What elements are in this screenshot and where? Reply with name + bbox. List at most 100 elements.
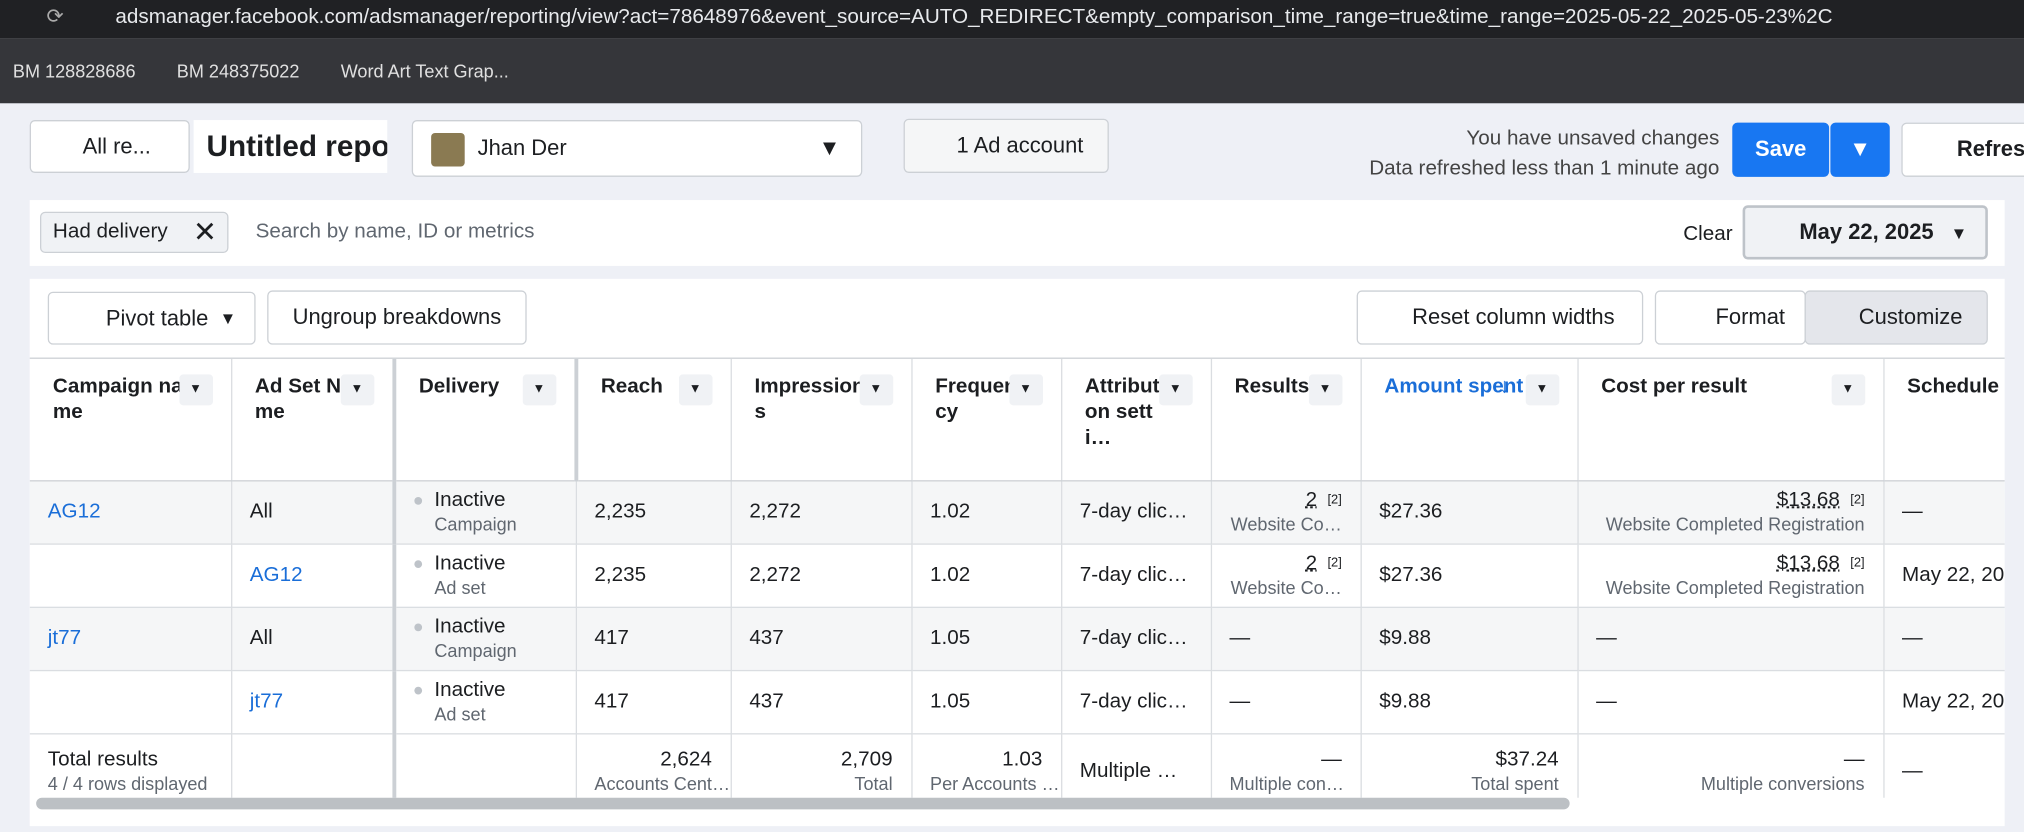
column-menu[interactable]: ▼ xyxy=(1308,374,1342,406)
save-label: Save xyxy=(1755,136,1807,162)
table-cell: 417 xyxy=(575,670,732,735)
account-selector[interactable]: Jhan Der ▼ xyxy=(411,120,863,177)
sort-arrow[interactable]: ↓ xyxy=(1499,375,1510,398)
bookmark[interactable]: Word Art Text Grap... xyxy=(340,60,509,82)
cell-text: 2 xyxy=(1305,489,1318,512)
table-row[interactable]: AG12 Inactive Ad set 2,235 2,272 1.02 7-day cl… xyxy=(29,544,2005,608)
cell-line: 2 [2] xyxy=(1230,552,1342,575)
cell-text: — xyxy=(1596,690,1617,713)
table-cell: Inactive Campaign xyxy=(391,607,577,672)
cell-sub: Website Completed Registration xyxy=(1605,513,1865,535)
column-header[interactable]: Amount spent ↓ ▼ xyxy=(1360,358,1579,482)
cell-text[interactable]: jt77 xyxy=(249,690,284,713)
cell-text: Multiple … xyxy=(1079,759,1178,782)
clear-button[interactable]: Clear xyxy=(1683,223,1733,246)
column-menu[interactable]: ▼ xyxy=(1831,374,1865,406)
column-header[interactable]: Frequency ▼ xyxy=(911,358,1062,482)
save-menu[interactable]: ▼ xyxy=(1830,122,1890,177)
cell-text: $9.88 xyxy=(1379,627,1431,650)
column-header[interactable]: Results ▼ xyxy=(1210,358,1362,482)
cell-line: 1.05 xyxy=(930,691,1042,714)
status: You have unsaved changes Data refreshed l… xyxy=(1369,124,1719,183)
column-menu[interactable]: ▼ xyxy=(1158,374,1193,406)
bookmark[interactable]: BM 128828686 xyxy=(12,60,136,82)
table-cell: $13.68 [2] Website Completed Registration xyxy=(1577,480,1884,545)
customize-button[interactable]: Customize xyxy=(1804,290,1988,345)
save-button[interactable]: Save xyxy=(1732,122,1830,177)
table-row[interactable]: AG12 All Inactive Campaign 2,235 2,272 1.02 7-d… xyxy=(29,480,2005,545)
pivot-button[interactable]: Pivot table ▼ xyxy=(47,291,256,345)
cell-text: 437 xyxy=(749,690,784,713)
table-cell: jt77 xyxy=(231,670,395,735)
status-dot xyxy=(413,686,422,695)
table-row[interactable]: jt77 All Inactive Campaign 417 437 1.05 7-day c… xyxy=(29,607,2005,672)
refreshed-text: Data refreshed less than 1 minute ago xyxy=(1369,157,1720,180)
cell-line: Multiple … xyxy=(1080,760,1192,783)
cell-line: 2 [2] xyxy=(1230,489,1342,512)
table-cell xyxy=(391,733,577,798)
cell-line: 7-day clic… xyxy=(1080,564,1192,587)
cell-line: 2,272 xyxy=(749,501,892,524)
column-label: Attribution setti… xyxy=(1084,375,1166,450)
cell-text: $27.36 xyxy=(1379,564,1443,587)
table-cell: 1.03 Per Accounts … xyxy=(911,733,1062,798)
bookmarks-bar: BM 128828686 BM 248375022 Word Art Text Gr… xyxy=(0,38,2024,104)
table-cell: 7-day clic… xyxy=(1061,670,1212,735)
unsaved-text: You have unsaved changes xyxy=(1466,127,1720,150)
date-label: May 22, 2025 xyxy=(1799,219,1934,244)
cell-line: Inactive xyxy=(413,679,557,702)
column-menu[interactable]: ▼ xyxy=(522,374,556,406)
reset-widths-button[interactable]: Reset column widths xyxy=(1356,290,1644,345)
column-menu[interactable]: ▼ xyxy=(1525,374,1559,406)
table-cell: — xyxy=(1883,733,2005,798)
table-row[interactable]: jt77 Inactive Ad set 417 437 1.05 7-day clic… —… xyxy=(29,670,2005,735)
report-title[interactable]: Untitled report xyxy=(193,120,388,173)
cell-text: Inactive xyxy=(434,489,506,512)
cell-text[interactable]: AG12 xyxy=(249,564,303,587)
status-dot xyxy=(413,623,422,631)
cell-line: 1.03 xyxy=(930,748,1042,771)
cell-line: 2,624 xyxy=(594,748,712,771)
header-row: Campaign name ▼ Ad Set Name ▼ Delivery ▼ Reach… xyxy=(29,358,2005,482)
column-menu[interactable]: ▼ xyxy=(678,374,712,406)
cell-text: — xyxy=(1843,748,1865,770)
cell-line: 1.02 xyxy=(930,564,1042,587)
column-header[interactable]: Impressions ▼ xyxy=(730,358,912,482)
table-cell: 437 xyxy=(730,607,912,672)
column-label: Amount spent xyxy=(1384,375,1524,398)
cell-line: 437 xyxy=(749,627,892,650)
cell-line: $9.88 xyxy=(1379,627,1558,650)
cell-text: $37.24 xyxy=(1495,748,1559,770)
table-cell: $27.36 xyxy=(1360,480,1579,545)
column-menu[interactable]: ▼ xyxy=(1008,374,1043,406)
refresh-button[interactable]: Refresh xyxy=(1901,122,2024,177)
column-header[interactable]: Ad Set Name ▼ xyxy=(231,358,395,482)
column-header[interactable]: Delivery ▼ xyxy=(391,358,577,482)
cell-line: All xyxy=(250,627,374,650)
column-header[interactable]: Attribution setti… ▼ xyxy=(1061,358,1212,482)
search-input[interactable]: Search by name, ID or metrics xyxy=(255,220,535,243)
ad-account-label: 1 Ad account xyxy=(956,132,1084,158)
bookmark[interactable]: BM 248375022 xyxy=(176,60,300,82)
column-header[interactable]: Campaign name ▼ xyxy=(29,358,232,482)
format-button[interactable]: Format xyxy=(1654,290,1806,345)
ungroup-button[interactable]: Ungroup breakdowns xyxy=(267,290,527,345)
cell-text[interactable]: AG12 xyxy=(47,500,101,523)
filter-chip[interactable]: Had delivery ✕ xyxy=(40,211,229,254)
cell-line: Inactive xyxy=(413,489,557,512)
table-viewport: Campaign name ▼ Ad Set Name ▼ Delivery ▼ Reach… xyxy=(29,357,2005,798)
column-label: Ad Set Name xyxy=(254,375,353,424)
back-button[interactable]: All re... xyxy=(29,120,190,173)
column-header[interactable]: Schedule xyxy=(1883,358,2005,482)
column-menu[interactable]: ▼ xyxy=(178,374,213,406)
cell-text[interactable]: jt77 xyxy=(47,627,82,650)
url[interactable]: adsmanager.facebook.com/adsmanager/repor… xyxy=(115,6,1833,29)
column-menu[interactable]: ▼ xyxy=(859,374,893,406)
column-menu[interactable]: ▼ xyxy=(340,374,374,406)
ad-account-button[interactable]: 1 Ad account xyxy=(903,118,1109,173)
scrollbar[interactable] xyxy=(36,797,1570,810)
column-header[interactable]: Cost per result ▼ xyxy=(1577,358,1884,482)
cell-line: 2,235 xyxy=(594,501,711,524)
column-header[interactable]: Reach ▼ xyxy=(573,358,732,482)
date-picker[interactable]: May 22, 2025 ▼ xyxy=(1742,205,1988,260)
